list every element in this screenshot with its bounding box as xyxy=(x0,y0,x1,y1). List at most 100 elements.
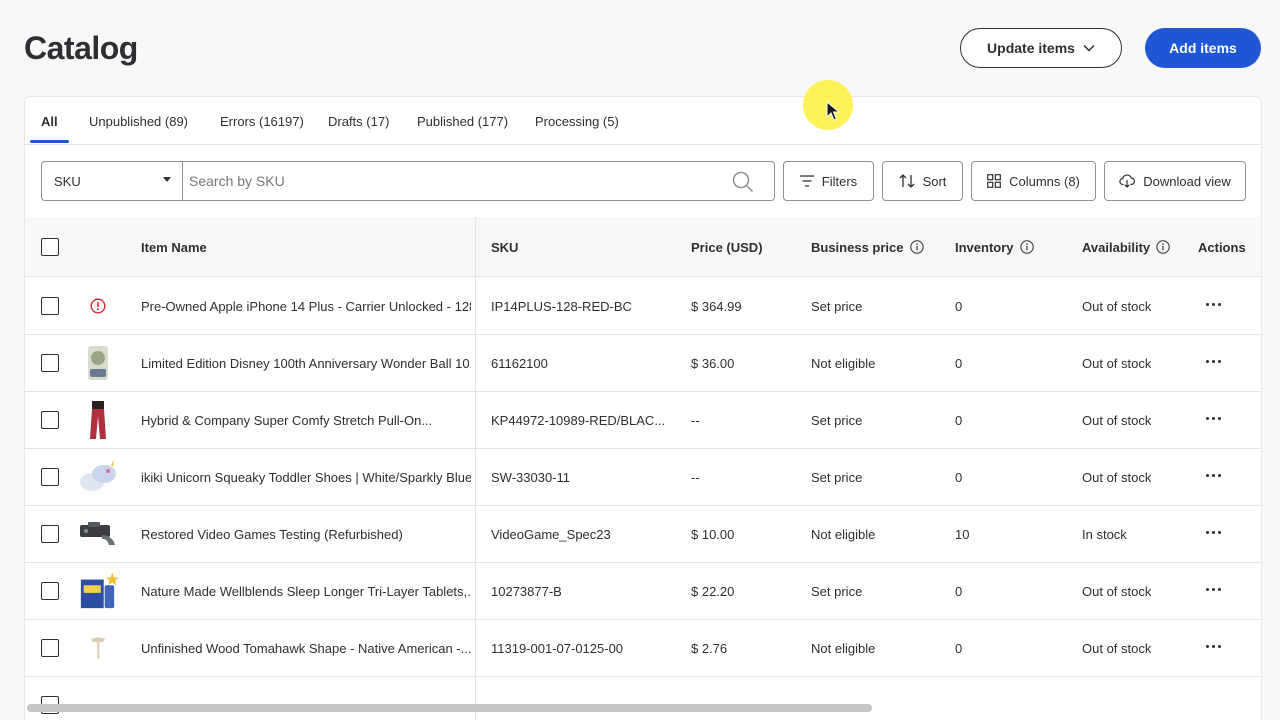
item-price: $ 364.99 xyxy=(691,299,742,314)
search-field-value: SKU xyxy=(54,173,81,189)
columns-button[interactable]: Columns (8) xyxy=(971,161,1096,201)
table-row[interactable]: Pre-Owned Apple iPhone 14 Plus - Carrier… xyxy=(25,278,1261,335)
column-header-price[interactable]: Price (USD) xyxy=(691,239,763,255)
table-row[interactable]: Limited Edition Disney 100th Anniversary… xyxy=(25,335,1261,392)
table-row[interactable]: ikiki Unicorn Squeaky Toddler Shoes | Wh… xyxy=(25,449,1261,506)
add-items-button[interactable]: Add items xyxy=(1145,28,1261,68)
inventory-header-label: Inventory xyxy=(955,239,1014,255)
item-price: $ 2.76 xyxy=(691,641,728,656)
more-actions-icon[interactable] xyxy=(1201,579,1225,599)
item-business-price: Not eligible xyxy=(811,527,876,542)
cloud-download-icon xyxy=(1119,174,1136,188)
item-sku: SW-33030-11 xyxy=(491,470,571,485)
error-icon xyxy=(78,286,118,326)
more-actions-icon[interactable] xyxy=(1201,294,1225,314)
item-business-price: Not eligible xyxy=(811,356,876,371)
search-icon[interactable] xyxy=(732,171,754,193)
update-items-button[interactable]: Update items xyxy=(960,28,1122,68)
filters-label: Filters xyxy=(821,173,858,189)
item-sku: 61162100 xyxy=(491,356,548,371)
item-sku: KP44972-10989-RED/BLAC... xyxy=(491,413,666,428)
item-inventory: 0 xyxy=(955,470,963,485)
item-sku: 10273877-B xyxy=(491,584,562,599)
table-row[interactable]: Restored Video Games Testing (Refurbishe… xyxy=(25,506,1261,563)
row-checkbox[interactable] xyxy=(41,297,59,315)
more-actions-icon[interactable] xyxy=(1201,465,1225,485)
more-actions-icon[interactable] xyxy=(1201,636,1225,656)
column-divider xyxy=(475,217,476,720)
tab-errors[interactable]: Errors (16197) xyxy=(220,113,304,129)
wonder-ball-image xyxy=(78,343,118,383)
filters-button[interactable]: Filters xyxy=(783,161,874,201)
tab-drafts[interactable]: Drafts (17) xyxy=(328,113,390,129)
sort-label: Sort xyxy=(922,173,947,189)
leggings-image xyxy=(78,400,118,440)
info-icon[interactable] xyxy=(1019,240,1034,254)
filter-icon xyxy=(799,175,814,187)
vitamin-box-image xyxy=(78,571,118,611)
row-checkbox[interactable] xyxy=(41,639,59,657)
row-checkbox[interactable] xyxy=(41,411,59,429)
caret-down-icon xyxy=(163,177,171,182)
download-view-button[interactable]: Download view xyxy=(1104,161,1246,201)
sort-icon xyxy=(899,174,915,188)
table-row[interactable]: Unfinished Wood Tomahawk Shape - Native … xyxy=(25,620,1261,677)
tab-unpublished[interactable]: Unpublished (89) xyxy=(89,113,189,129)
item-price: -- xyxy=(691,413,700,428)
item-name[interactable]: Hybrid & Company Super Comfy Stretch Pul… xyxy=(141,413,433,428)
table-row[interactable] xyxy=(25,677,1261,720)
info-icon[interactable] xyxy=(1156,240,1170,254)
table-header: Item Name SKU Price (USD) Business price… xyxy=(25,217,1261,277)
column-header-sku[interactable]: SKU xyxy=(491,239,519,255)
item-inventory: 0 xyxy=(955,356,963,371)
item-inventory: 10 xyxy=(955,527,970,542)
table-row[interactable]: Hybrid & Company Super Comfy Stretch Pul… xyxy=(25,392,1261,449)
table-row[interactable]: Nature Made Wellblends Sleep Longer Tri-… xyxy=(25,563,1261,620)
item-availability: Out of stock xyxy=(1082,584,1152,599)
horizontal-scrollbar[interactable] xyxy=(27,704,872,712)
item-name[interactable]: Pre-Owned Apple iPhone 14 Plus - Carrier… xyxy=(141,299,471,314)
item-inventory: 0 xyxy=(955,584,963,599)
wood-tomahawk-image xyxy=(78,628,118,668)
column-header-item-name[interactable]: Item Name xyxy=(141,239,207,255)
tab-published[interactable]: Published (177) xyxy=(417,113,509,129)
item-price: $ 36.00 xyxy=(691,356,735,371)
info-icon[interactable] xyxy=(909,240,924,254)
columns-label: Columns (8) xyxy=(1009,173,1080,189)
item-price: -- xyxy=(691,470,700,485)
more-actions-icon[interactable] xyxy=(1201,408,1225,428)
item-name[interactable]: ikiki Unicorn Squeaky Toddler Shoes | Wh… xyxy=(141,470,471,485)
column-header-availability[interactable]: Availability xyxy=(1082,217,1170,277)
search-field-select[interactable]: SKU xyxy=(41,161,183,201)
item-availability: Out of stock xyxy=(1082,641,1152,656)
item-business-price: Set price xyxy=(811,584,863,599)
select-all-checkbox[interactable] xyxy=(41,238,59,256)
item-name[interactable]: Limited Edition Disney 100th Anniversary… xyxy=(141,356,471,371)
row-checkbox[interactable] xyxy=(41,354,59,372)
download-view-label: Download view xyxy=(1143,173,1231,189)
business-price-header-label: Business price xyxy=(811,239,904,255)
row-checkbox[interactable] xyxy=(41,525,59,543)
row-checkbox[interactable] xyxy=(41,468,59,486)
item-name[interactable]: Nature Made Wellblends Sleep Longer Tri-… xyxy=(141,584,471,599)
column-header-business-price[interactable]: Business price xyxy=(811,217,924,277)
more-actions-icon[interactable] xyxy=(1201,522,1225,542)
availability-header-label: Availability xyxy=(1082,239,1151,255)
tab-all[interactable]: All xyxy=(41,113,58,129)
item-availability: Out of stock xyxy=(1082,413,1152,428)
row-checkbox[interactable] xyxy=(41,582,59,600)
item-price: $ 22.20 xyxy=(691,584,735,599)
item-availability: Out of stock xyxy=(1082,356,1152,371)
item-business-price: Set price xyxy=(811,470,863,485)
page-title: Catalog xyxy=(24,30,138,66)
item-name[interactable]: Unfinished Wood Tomahawk Shape - Native … xyxy=(141,641,471,656)
item-name[interactable]: Restored Video Games Testing (Refurbishe… xyxy=(141,527,403,542)
tab-processing[interactable]: Processing (5) xyxy=(535,113,619,129)
sort-button[interactable]: Sort xyxy=(882,161,963,201)
item-inventory: 0 xyxy=(955,299,963,314)
column-header-inventory[interactable]: Inventory xyxy=(955,217,1034,277)
more-actions-icon[interactable] xyxy=(1201,351,1225,371)
item-sku: IP14PLUS-128-RED-BC xyxy=(491,299,632,314)
active-tab-indicator xyxy=(30,140,69,143)
search-input[interactable] xyxy=(189,162,719,200)
